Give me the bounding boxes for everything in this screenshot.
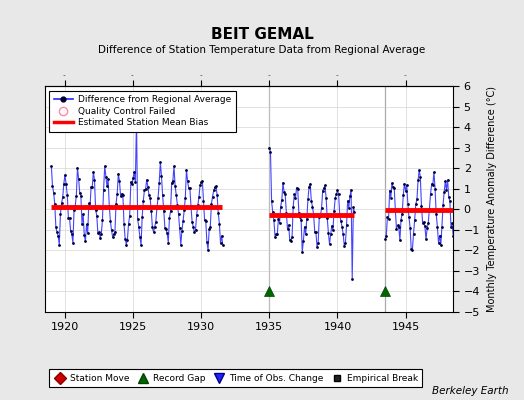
Y-axis label: Monthly Temperature Anomaly Difference (°C): Monthly Temperature Anomaly Difference (… <box>487 86 497 312</box>
Legend: Difference from Regional Average, Quality Control Failed, Estimated Station Mean: Difference from Regional Average, Qualit… <box>49 90 236 132</box>
Text: BEIT GEMAL: BEIT GEMAL <box>211 27 313 42</box>
Text: Berkeley Earth: Berkeley Earth <box>432 386 508 396</box>
Legend: Station Move, Record Gap, Time of Obs. Change, Empirical Break: Station Move, Record Gap, Time of Obs. C… <box>49 370 422 388</box>
Text: Difference of Station Temperature Data from Regional Average: Difference of Station Temperature Data f… <box>99 45 425 55</box>
